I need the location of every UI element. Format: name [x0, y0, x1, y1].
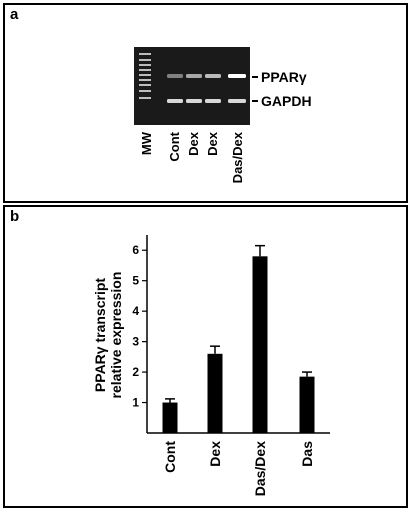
panel-a: a PPARγ GAPDH MW Cont Dex Dex Das/Dex [3, 3, 408, 203]
y-axis-label-line2: relative expression [108, 272, 124, 399]
y-tick-label: 4 [132, 304, 139, 318]
gapdh-band [167, 99, 183, 103]
pparg-band [186, 74, 202, 78]
mw-ladder-band [139, 97, 151, 99]
gapdh-band [186, 99, 202, 103]
bar [207, 353, 223, 433]
gapdh-band [228, 99, 246, 103]
panel-a-letter: a [10, 6, 19, 23]
pparg-band [167, 74, 183, 78]
y-tick-label: 2 [132, 365, 139, 379]
pparg-band [228, 74, 246, 78]
mw-ladder-band [139, 79, 151, 81]
mw-ladder-band [139, 90, 151, 92]
x-tick-label: Cont [162, 441, 178, 473]
pparg-band-label: PPARγ [261, 69, 307, 85]
y-tick-label: 6 [132, 243, 139, 257]
y-tick-label: 1 [132, 396, 139, 410]
gel-lane-label: Dex [186, 131, 201, 156]
mw-ladder-band [139, 59, 151, 61]
bar-chart: 1 2 3 4 5 6 PPARγ transcript relative expressio… [92, 235, 330, 496]
mw-ladder-band [139, 84, 151, 86]
mw-ladder-band [139, 74, 151, 76]
x-tick-label: Das [299, 441, 315, 467]
y-tick-label: 5 [132, 274, 139, 288]
mw-ladder-band [139, 64, 151, 66]
gel-lane-label: MW [139, 131, 154, 155]
y-axis-label-line1: PPARγ transcript [92, 278, 108, 392]
mw-ladder-band [139, 53, 151, 55]
pparg-band [205, 74, 221, 78]
panel-b-letter: b [10, 208, 20, 225]
bar [162, 402, 178, 433]
gapdh-band [205, 99, 221, 103]
mw-ladder-band [139, 69, 151, 71]
bar [299, 376, 315, 433]
x-tick-label: Dex [207, 441, 223, 467]
bar [252, 256, 268, 433]
gel-background [134, 47, 250, 125]
gel-lane-label: Cont [167, 131, 182, 161]
panel-b: b 1 2 3 4 5 6 PPARγ transcript relative express… [3, 205, 408, 508]
gel-lane-label: Dex [205, 131, 220, 156]
gapdh-band-label: GAPDH [261, 93, 312, 109]
x-tick-label: Das/Dex [252, 441, 268, 496]
gel-image: PPARγ GAPDH MW Cont Dex Dex Das/Dex [134, 47, 312, 183]
y-tick-label: 3 [132, 335, 139, 349]
gel-lane-label: Das/Dex [230, 131, 245, 183]
